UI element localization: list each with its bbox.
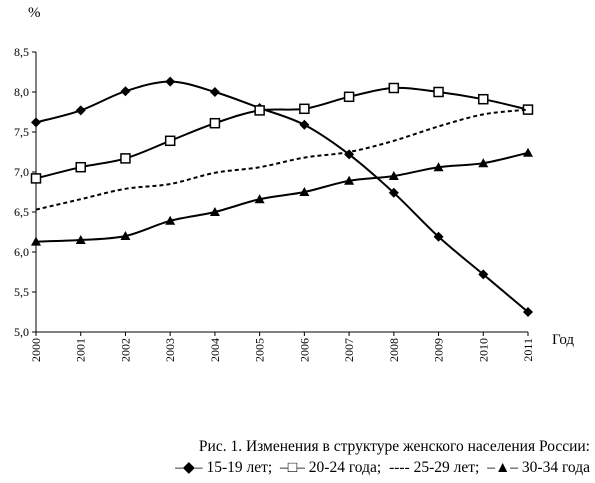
- data-point-diamond: [433, 231, 444, 242]
- data-point-diamond: [209, 87, 220, 97]
- data-point-diamond: [478, 269, 489, 280]
- chart-series-layer: [30, 76, 534, 317]
- data-point-triangle: [388, 171, 399, 180]
- data-point-square: [209, 117, 221, 129]
- data-point-triangle: [165, 215, 176, 225]
- x-tick-label: 2006: [297, 338, 311, 362]
- x-tick-label: 2010: [476, 338, 490, 362]
- legend-symbol-diamond: –◆–: [175, 459, 203, 476]
- legend-label: 25-29 лет;: [413, 459, 480, 476]
- data-point-triangle: [299, 187, 310, 196]
- legend-item-30-34: –▲– 30-34 года: [487, 459, 590, 476]
- x-tick-label: 2008: [387, 338, 401, 362]
- y-tick-label: 7,5: [14, 125, 29, 139]
- data-point-diamond: [165, 76, 176, 87]
- figure-caption: Рис. 1. Изменения в структуре женского н…: [0, 436, 590, 478]
- legend-label: 30-34 года: [521, 459, 590, 476]
- legend-item-15-19: –◆– 15-19 лет;: [175, 459, 276, 476]
- y-axis-unit: %: [28, 5, 41, 21]
- data-point-triangle: [75, 235, 86, 244]
- data-point-diamond: [299, 119, 310, 130]
- data-point-triangle: [31, 236, 41, 246]
- y-tick-label: 6,5: [14, 205, 29, 219]
- data-point-triangle: [344, 175, 355, 185]
- x-tick-label: 2003: [163, 338, 177, 362]
- series-15-19-: [31, 76, 533, 317]
- x-tick-label: 2004: [208, 338, 222, 362]
- y-tick-label: 5,5: [14, 285, 29, 299]
- x-tick-label: 2001: [74, 338, 88, 362]
- x-tick-label: 2007: [342, 338, 356, 362]
- data-point-diamond: [75, 105, 86, 116]
- data-point-square: [299, 103, 310, 115]
- data-point-square: [388, 82, 400, 94]
- caption-title: Рис. 1. Изменения в структуре женского н…: [198, 438, 590, 455]
- x-tick-label: 2011: [521, 338, 535, 362]
- legend-symbol-triangle: –▲–: [487, 459, 519, 476]
- data-point-triangle: [523, 147, 533, 157]
- data-point-triangle: [254, 194, 265, 204]
- data-point-triangle: [478, 158, 489, 168]
- caption-legend: –◆– 15-19 лет; –□– 20-24 года; ---- 25-2…: [0, 457, 590, 478]
- series-30-34-: [31, 147, 533, 246]
- y-tick-label: 8,5: [14, 45, 29, 59]
- data-point-square: [478, 93, 489, 105]
- line-chart: 5,0 5,5 6,0 6,5 7,0 7,5 8,0 8,5 2000 2001 2002 2003…: [14, 5, 574, 362]
- data-point-square: [30, 173, 42, 184]
- y-tick-label: 8,0: [14, 85, 29, 99]
- data-point-square: [75, 161, 86, 173]
- x-tick-label: 2009: [432, 338, 446, 362]
- data-point-diamond: [388, 187, 399, 198]
- legend-label: 20-24 года;: [308, 459, 382, 476]
- data-point-square: [164, 135, 176, 147]
- data-point-triangle: [120, 231, 131, 240]
- x-tick-label: 2005: [253, 338, 267, 362]
- data-point-square: [343, 91, 355, 103]
- data-point-triangle: [209, 207, 220, 216]
- series-25-29-: [35, 108, 529, 211]
- legend-label: 15-19 лет;: [206, 459, 273, 476]
- x-axis-title: Год: [552, 332, 574, 348]
- series-line: [35, 151, 529, 243]
- data-point-diamond: [120, 86, 131, 97]
- y-tick-label: 5,0: [14, 325, 29, 339]
- x-tick-label: 2000: [29, 338, 43, 362]
- series-line: [35, 108, 529, 211]
- data-point-square: [254, 105, 265, 116]
- data-point-diamond: [523, 307, 533, 317]
- x-tick-label: 2002: [118, 338, 132, 362]
- chart-axes: 5,0 5,5 6,0 6,5 7,0 7,5 8,0 8,5 2000 2001 2002 2003…: [14, 45, 535, 362]
- data-point-square: [120, 153, 131, 164]
- legend-item-20-24: –□– 20-24 года;: [280, 459, 385, 476]
- legend-symbol-dashed: ----: [389, 459, 410, 476]
- data-point-square: [433, 86, 444, 98]
- legend-item-25-29: ---- 25-29 лет;: [389, 459, 483, 476]
- series-20-24-: [30, 82, 534, 184]
- y-tick-label: 7,0: [14, 165, 29, 179]
- data-point-diamond: [31, 117, 41, 128]
- data-point-triangle: [433, 162, 444, 172]
- legend-symbol-square: –□–: [280, 459, 305, 476]
- y-tick-label: 6,0: [14, 245, 29, 259]
- series-line: [35, 80, 529, 313]
